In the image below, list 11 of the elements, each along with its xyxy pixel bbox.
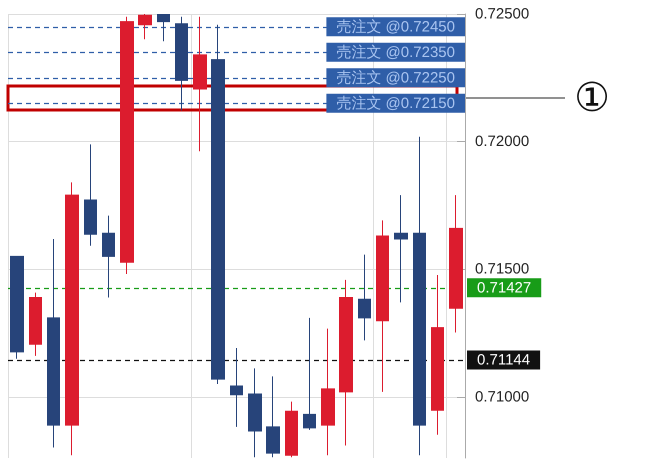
ref-line-label: 0.71427 xyxy=(477,279,532,296)
y-tick-label: 0.71500 xyxy=(475,260,530,278)
ref-line-label: 0.71144 xyxy=(477,352,530,369)
text: ① xyxy=(574,75,610,121)
y-tick-label: 0.72500 xyxy=(475,6,530,22)
y-tick-label: 0.72000 xyxy=(475,133,530,150)
ref-line-label: 売注文 @0.72450 xyxy=(336,18,455,36)
ref-line-label: 売注文 @0.72250 xyxy=(336,69,455,86)
y-tick-label: 0.71000 xyxy=(475,388,530,406)
ref-line-label: 売注文 @0.72350 xyxy=(336,44,455,61)
ref-line-label: 売注文 @0.72150 xyxy=(336,94,455,112)
